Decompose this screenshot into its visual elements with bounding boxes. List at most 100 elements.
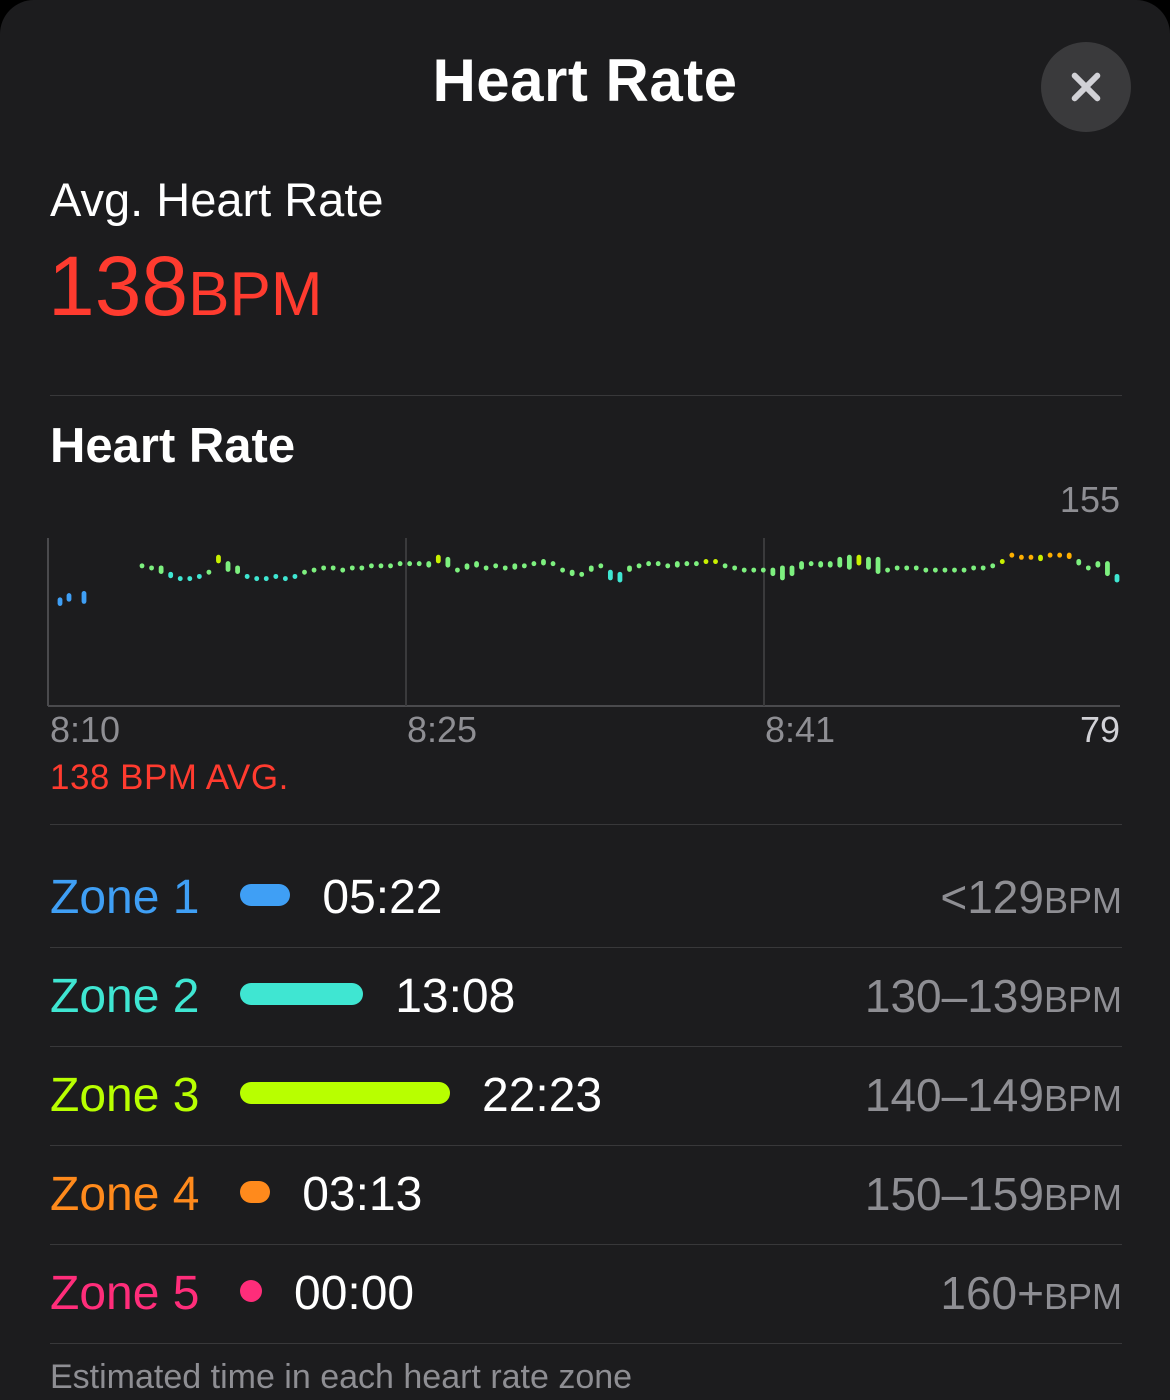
heart-rate-bar	[961, 567, 967, 573]
heart-rate-bar	[330, 565, 336, 571]
zone-time: 00:00	[294, 1267, 415, 1320]
heart-rate-bar	[799, 561, 804, 570]
heart-rate-bar	[885, 567, 890, 573]
heart-rate-bar	[550, 561, 556, 567]
heart-rate-bar	[311, 567, 317, 573]
heart-rate-bar	[866, 556, 871, 570]
divider	[50, 395, 1122, 396]
heart-rate-chart: 8:10 8:25 8:41 155 79	[47, 480, 1120, 750]
heart-rate-bar	[932, 567, 938, 573]
heart-rate-bar	[703, 559, 709, 565]
zone-row: Zone 4 03:13 150–159BPM	[50, 1147, 1122, 1245]
zone-bar	[240, 1280, 262, 1302]
heart-rate-bar	[263, 576, 269, 582]
heart-rate-bar	[827, 561, 833, 568]
heart-rate-bar	[846, 554, 852, 570]
zone-time: 22:23	[482, 1069, 603, 1122]
zone-bar	[240, 1181, 271, 1203]
heart-rate-bar	[818, 561, 824, 568]
chart-title: Heart Rate	[50, 419, 296, 473]
zone-divider	[50, 947, 1122, 948]
heart-rate-bar	[655, 561, 661, 567]
heart-rate-bar	[588, 565, 594, 572]
heart-rate-bar	[760, 567, 766, 573]
heart-rate-bar	[722, 563, 728, 569]
heart-rate-bar	[502, 565, 508, 571]
chart-avg-label: 138 BPM AVG.	[50, 758, 289, 797]
zone-label: Zone 4	[50, 1168, 200, 1221]
heart-rate-bar	[751, 567, 757, 573]
heart-rate-bar	[292, 573, 298, 579]
heart-rate-bar	[875, 556, 881, 574]
heart-rate-bar	[254, 576, 260, 582]
heart-rate-bar	[149, 565, 154, 571]
heart-rate-bar	[66, 593, 72, 602]
divider	[50, 824, 1122, 825]
heart-rate-bar	[1085, 565, 1091, 571]
chart-x-tick-label: 8:25	[407, 709, 477, 750]
heart-rate-bar	[81, 591, 87, 604]
heart-rate-bar	[57, 597, 63, 606]
zone-range-unit: BPM	[1043, 880, 1122, 921]
heart-rate-bar	[1047, 552, 1053, 558]
heart-rate-bar	[541, 559, 546, 566]
zone-row: Zone 5 00:00 160+BPM	[50, 1246, 1122, 1344]
heart-rate-bar	[235, 565, 240, 574]
close-icon[interactable]	[1041, 42, 1131, 132]
heart-rate-bar	[1076, 559, 1082, 566]
zone-bar	[240, 983, 364, 1005]
heart-rate-bar	[139, 563, 145, 569]
heart-rate-bar	[474, 561, 479, 568]
zone-range-value: 140–149	[864, 1069, 1044, 1121]
heart-rate-bar	[426, 561, 432, 568]
zone-range: 140–149BPM	[865, 1068, 1122, 1122]
heart-rate-bar	[674, 561, 680, 568]
heart-rate-bar	[244, 573, 250, 579]
heart-rate-bar	[349, 565, 355, 571]
heart-rate-bar	[521, 563, 527, 569]
zone-row: Zone 3 22:23 140–149BPM	[50, 1048, 1122, 1146]
heart-rate-bar	[158, 565, 164, 574]
zone-time: 13:08	[395, 970, 516, 1023]
heart-rate-bar	[999, 559, 1005, 565]
heart-rate-bar	[770, 567, 776, 577]
heart-rate-bar	[321, 565, 327, 571]
heart-rate-bar	[455, 567, 460, 573]
heart-rate-bar	[416, 561, 422, 567]
heart-rate-bar	[942, 567, 948, 573]
zone-range: 130–139BPM	[865, 969, 1122, 1023]
heart-rate-bar	[904, 565, 910, 571]
heart-rate-bar	[636, 563, 642, 569]
zone-label: Zone 2	[50, 970, 200, 1023]
heart-rate-bar	[1057, 552, 1063, 558]
zone-range: 150–159BPM	[865, 1167, 1122, 1221]
heart-rate-bar	[493, 563, 499, 569]
heart-rate-bar	[177, 576, 183, 582]
chart-x-tick-label: 8:41	[765, 709, 835, 750]
heart-rate-bar	[837, 556, 843, 568]
heart-rate-bar	[282, 576, 288, 582]
zone-range-value: <129	[940, 871, 1044, 923]
heart-rate-bar	[168, 571, 174, 579]
heart-rate-bar	[789, 565, 795, 577]
avg-heart-rate-label: Avg. Heart Rate	[50, 173, 384, 226]
heart-rate-bar	[340, 567, 346, 573]
heart-rate-bar	[713, 559, 718, 565]
zone-time: 05:22	[322, 871, 443, 924]
zone-range-unit: BPM	[1043, 1177, 1122, 1218]
heart-rate-bar	[512, 563, 518, 570]
zone-divider	[50, 1343, 1122, 1344]
heart-rate-bar	[1028, 554, 1034, 560]
heart-rate-bar	[206, 569, 212, 575]
zone-label: Zone 3	[50, 1069, 200, 1122]
zone-bar	[240, 1082, 450, 1104]
heart-rate-bar	[980, 565, 986, 571]
heart-rate-bar	[531, 561, 537, 567]
heart-rate-bar	[1009, 552, 1015, 558]
zone-row: Zone 1 05:22 <129BPM	[50, 850, 1122, 948]
heart-rate-bar	[187, 576, 193, 582]
avg-heart-rate-number: 138	[48, 239, 189, 333]
chart-x-tick-label: 8:10	[50, 709, 120, 750]
avg-heart-rate-value: 138BPM	[48, 238, 323, 335]
heart-rate-bar	[407, 561, 413, 567]
